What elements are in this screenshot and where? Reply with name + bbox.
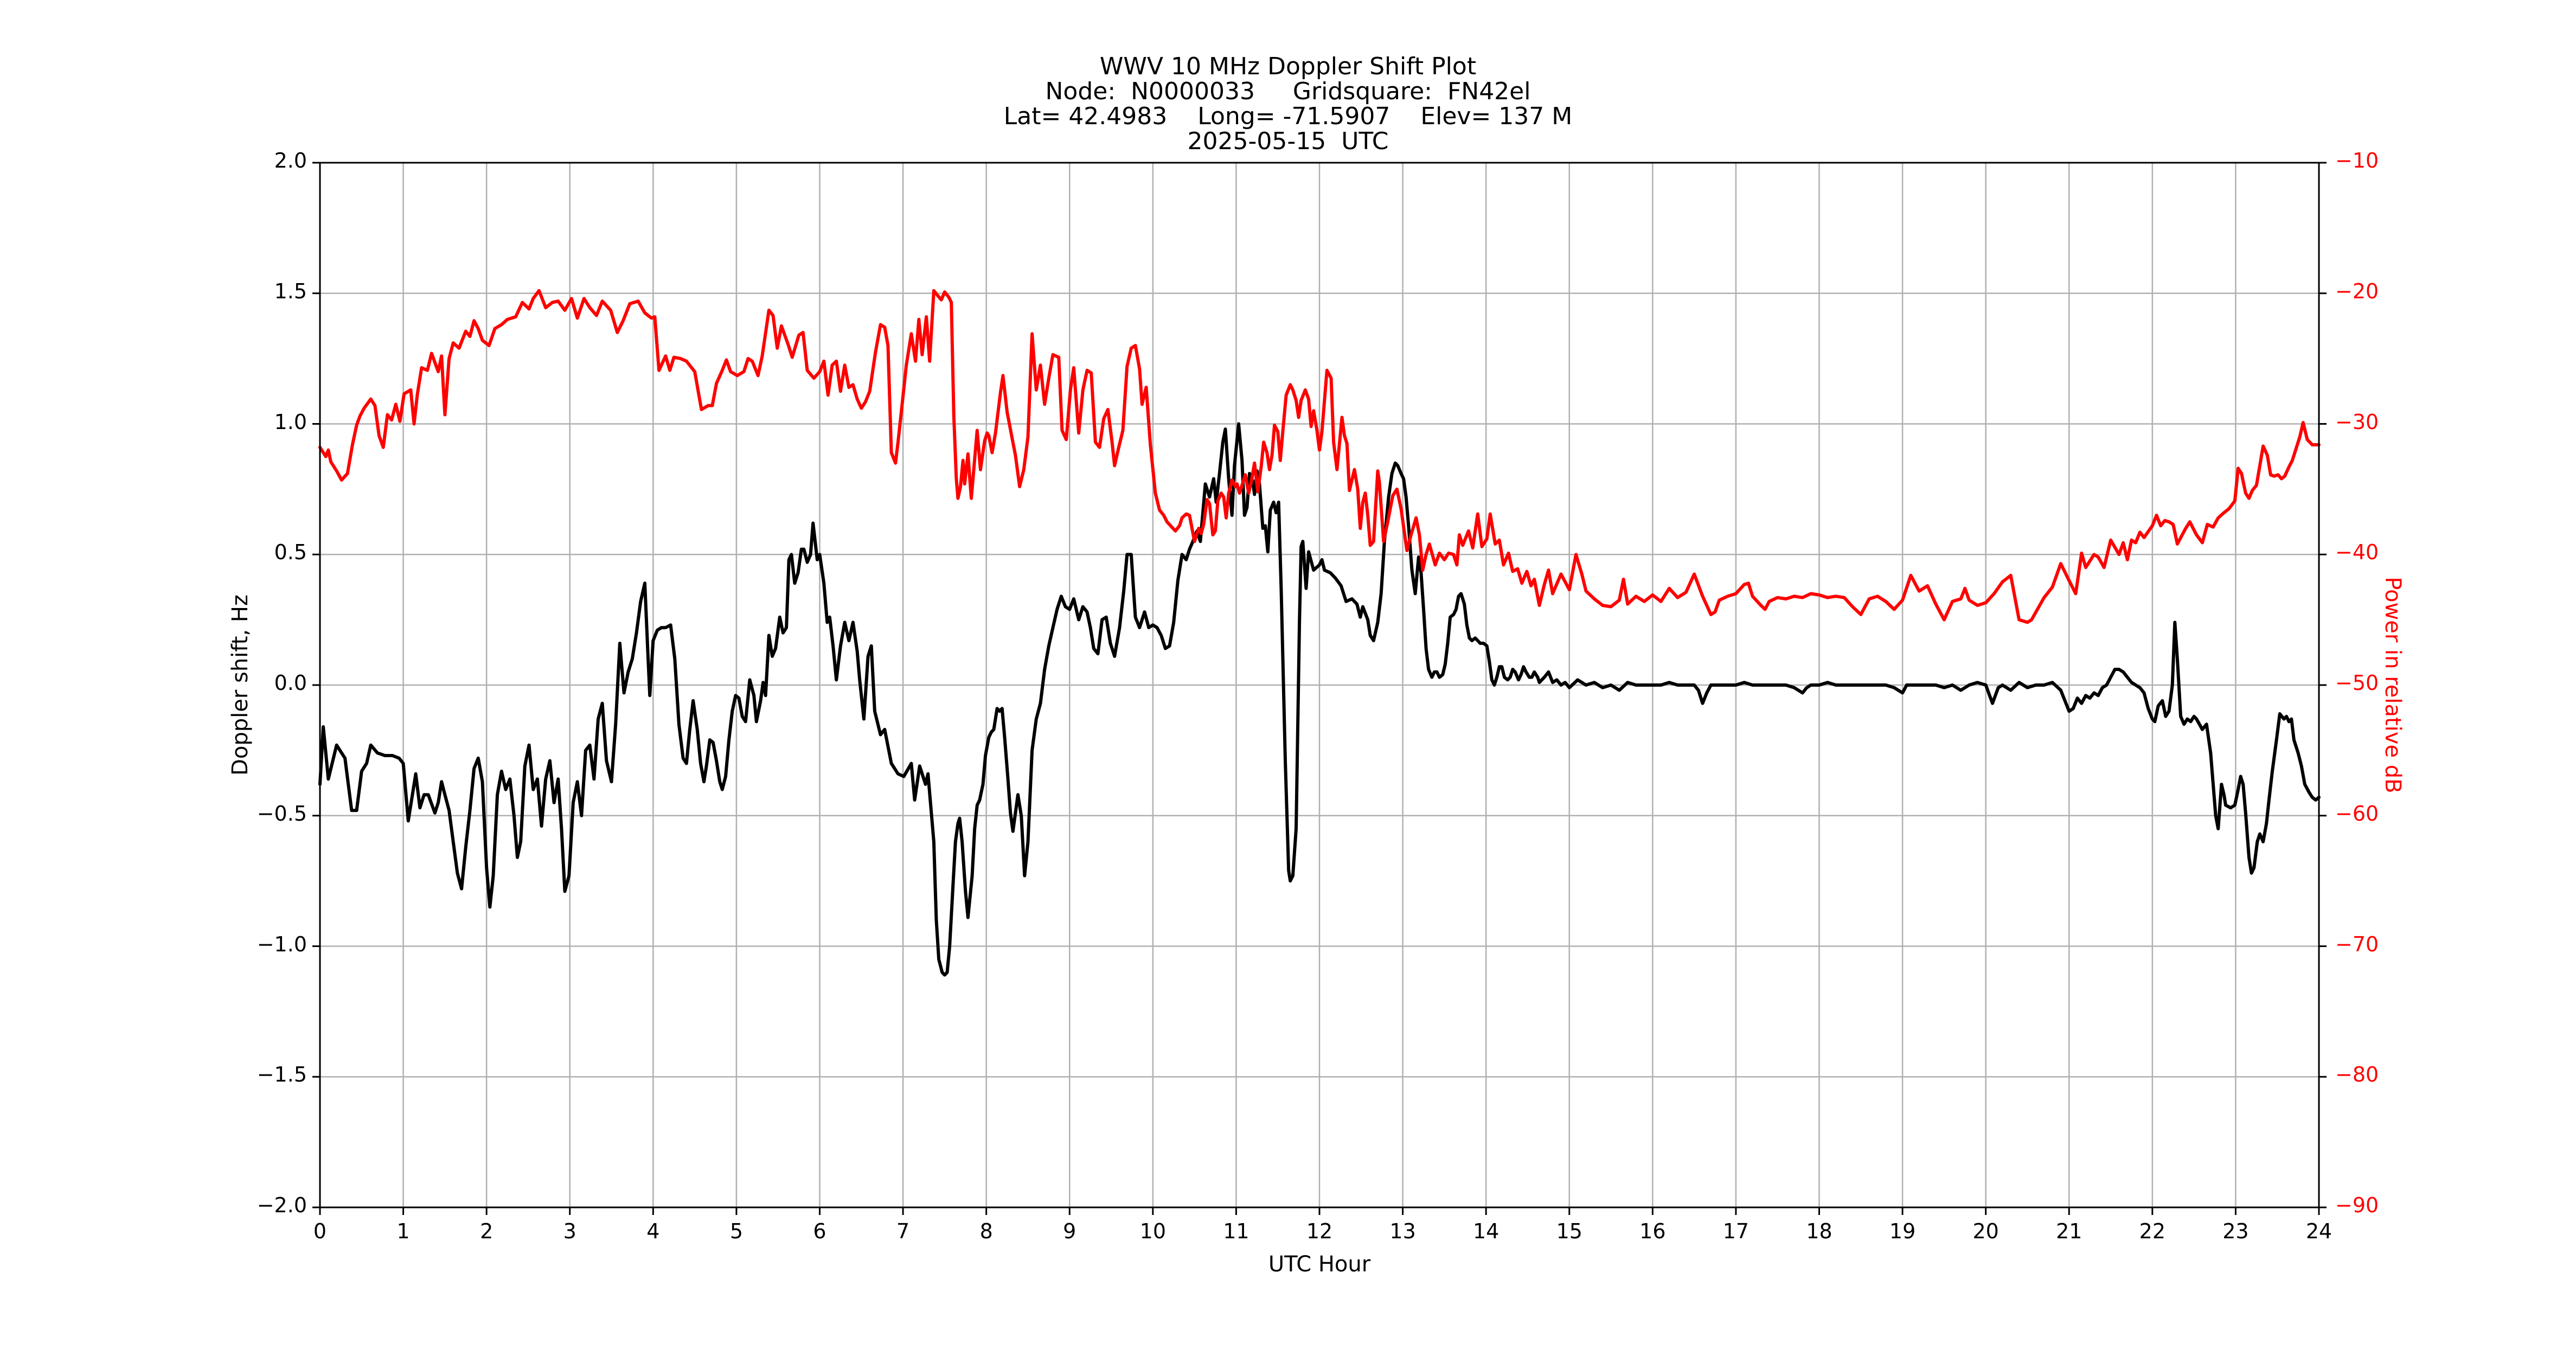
plot-title: WWV 10 MHz Doppler Shift Plot [1099,53,1477,80]
x-tick-label: 4 [646,1219,660,1243]
x-tick-label: 6 [813,1219,826,1243]
y-right-tick-label: −10 [2335,149,2379,172]
y-left-tick-label: 0.0 [274,671,307,695]
x-tick-label: 16 [1639,1219,1666,1243]
x-tick-label: 20 [1972,1219,1999,1243]
plot-subtitle-node-gridsquare: Node: N0000033 Gridsquare: FN42el [1045,78,1531,105]
y-right-tick-label: −60 [2335,801,2379,826]
x-tick-label: 1 [396,1219,410,1243]
y-right-tick-label: −30 [2335,410,2379,434]
x-tick-label: 9 [1063,1219,1076,1243]
x-tick-label: 10 [1139,1219,1166,1243]
x-tick-label: 21 [2056,1219,2082,1243]
x-axis-label: UTC Hour [1268,1252,1371,1277]
x-tick-label: 22 [2139,1219,2165,1243]
y-right-tick-label: −20 [2335,279,2379,303]
x-tick-label: 15 [1556,1219,1582,1243]
x-tick-label: 3 [563,1219,576,1243]
x-tick-label: 18 [1806,1219,1832,1243]
x-tick-label: 12 [1306,1219,1333,1243]
x-tick-label: 14 [1472,1219,1500,1243]
y-left-tick-label: 1.0 [274,410,307,434]
x-tick-label: 0 [313,1219,327,1243]
y-right-tick-label: −80 [2335,1063,2379,1087]
x-tick-label: 7 [896,1219,910,1243]
y-right-tick-label: −50 [2335,671,2379,695]
x-tick-label: 24 [2305,1219,2333,1243]
x-tick-label: 11 [1223,1219,1249,1243]
y-right-tick-label: −90 [2335,1193,2379,1217]
y-left-tick-label: 0.5 [274,540,307,565]
x-tick-label: 8 [979,1219,993,1243]
x-tick-label: 5 [729,1219,743,1243]
y-left-tick-label: −0.5 [257,801,307,826]
x-tick-label: 2 [480,1219,494,1243]
plot-subtitle-date: 2025-05-15 UTC [1187,127,1389,155]
x-tick-label: 19 [1889,1219,1916,1243]
y-left-tick-label: 2.0 [274,149,307,172]
x-tick-label: 13 [1389,1219,1416,1243]
plot-subtitle-lat-long-elev: Lat= 42.4983 Long= -71.5907 Elev= 137 M [1003,103,1573,130]
y-right-tick-label: −40 [2335,540,2379,565]
x-tick-label: 23 [2222,1219,2249,1243]
x-tick-label: 17 [1722,1219,1750,1243]
y-left-tick-label: −1.5 [257,1063,307,1087]
y-left-tick-label: −1.0 [257,932,307,956]
y-right-tick-label: −70 [2335,932,2379,956]
y-left-tick-label: 1.5 [274,279,307,303]
y-left-tick-label: −2.0 [257,1193,307,1217]
power-series-line [318,289,2321,624]
doppler-series-line [318,422,2321,977]
